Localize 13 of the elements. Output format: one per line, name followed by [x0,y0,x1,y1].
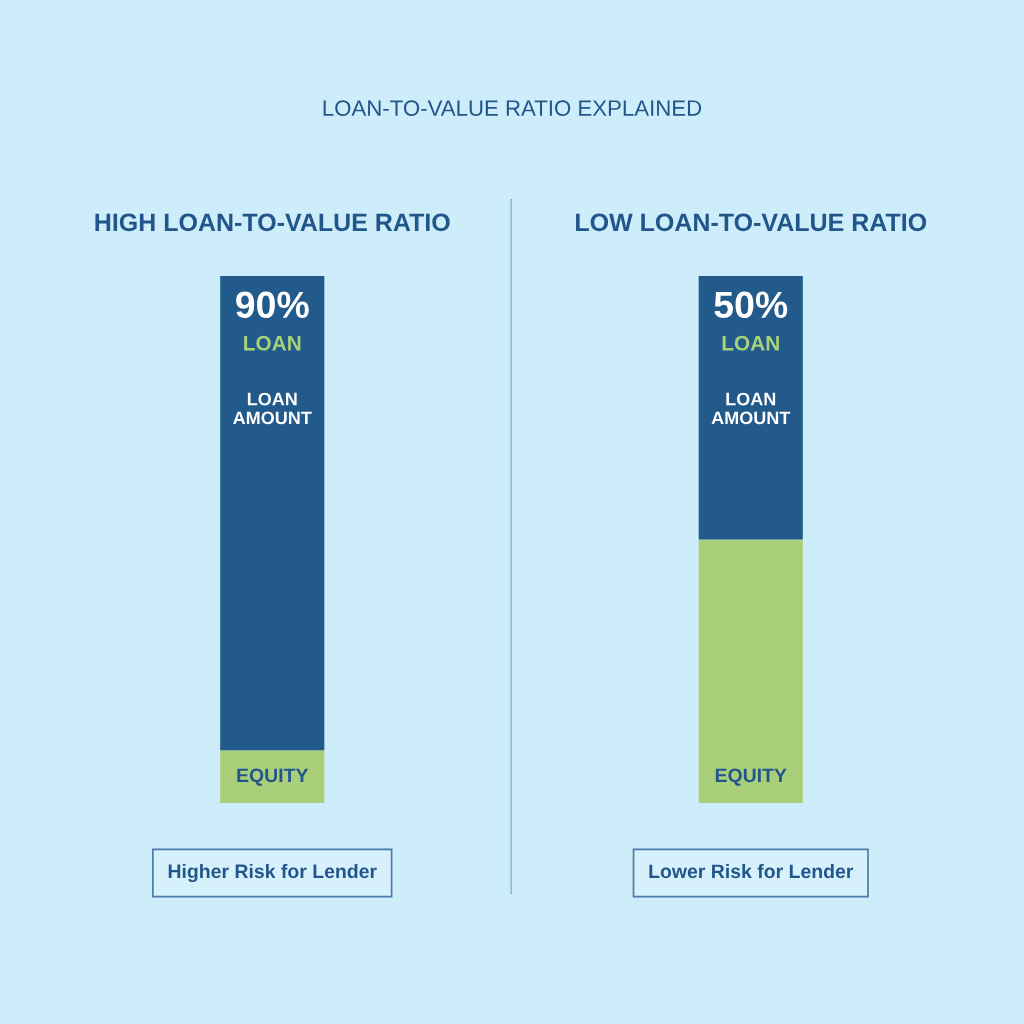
data-label: 90% [236,291,309,319]
annotation: LOAN [244,335,301,351]
series-label: EQUITY [715,768,787,786]
text: Higher Risk for Lender [168,863,377,883]
x-tick-label: HIGH LOAN-TO-VALUE RATIO [95,213,450,232]
x-tick-label: LOW LOAN-TO-VALUE RATIO [576,213,927,232]
text: LOAN-TO-VALUE RATIO EXPLAINED [323,100,702,116]
series-label: LOAN AMOUNT [711,392,791,425]
series-label: LOAN AMOUNT [233,392,312,425]
data-label: 50% [714,291,788,319]
series-label: EQUITY [237,768,309,786]
text: Lower Risk for Lender [649,863,854,879]
annotation: LOAN [722,335,779,351]
